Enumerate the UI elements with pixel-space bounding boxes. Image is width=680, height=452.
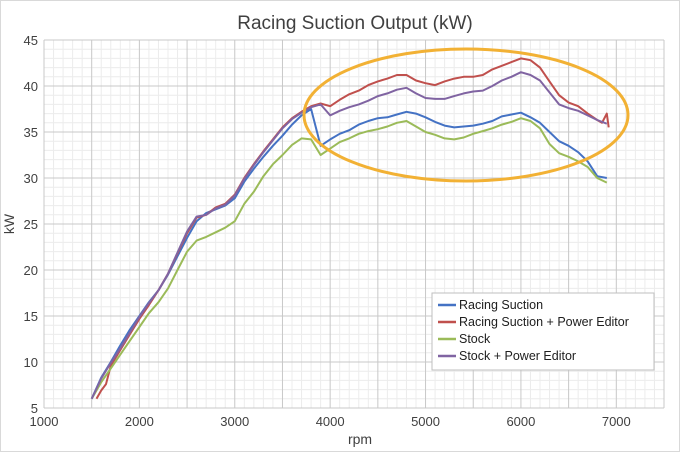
x-tick-label: 2000 (125, 414, 154, 429)
series-line-3 (90, 117, 608, 400)
x-tick-label: 7000 (602, 414, 631, 429)
tick-labels: 1000 2000 3000 4000 5000 6000 7000 5 10 15 20 25 30 3… (24, 33, 631, 429)
y-tick-label: 30 (24, 171, 38, 186)
series-lines (90, 57, 610, 400)
x-axis-label: rpm (348, 431, 372, 447)
x-tick-label: 4000 (316, 414, 345, 429)
y-tick-label: 40 (24, 79, 38, 94)
y-tick-label: 10 (24, 355, 38, 370)
x-tick-label: 5000 (411, 414, 440, 429)
legend-label: Stock + Power Editor (459, 349, 576, 363)
x-tick-label: 6000 (506, 414, 535, 429)
y-tick-label: 5 (31, 401, 38, 416)
highlight-ellipse (302, 47, 630, 183)
chart-title: Racing Suction Output (kW) (237, 13, 472, 34)
y-tick-label: 25 (24, 217, 38, 232)
legend-label: Racing Suction + Power Editor (459, 315, 629, 329)
y-axis-label: kW (1, 213, 17, 234)
series-line-1 (90, 108, 607, 400)
legend: Racing Suction Racing Suction + Power Edi… (431, 292, 655, 371)
legend-box (431, 292, 655, 371)
y-tick-label: 20 (24, 263, 38, 278)
y-tick-label: 15 (24, 309, 38, 324)
y-tick-label: 35 (24, 125, 38, 140)
legend-label: Stock (459, 332, 491, 346)
legend-label: Racing Suction (459, 298, 543, 312)
x-tick-label: 1000 (30, 414, 59, 429)
y-tick-label: 45 (24, 33, 38, 48)
x-tick-label: 3000 (220, 414, 249, 429)
series-line-4 (90, 71, 608, 400)
